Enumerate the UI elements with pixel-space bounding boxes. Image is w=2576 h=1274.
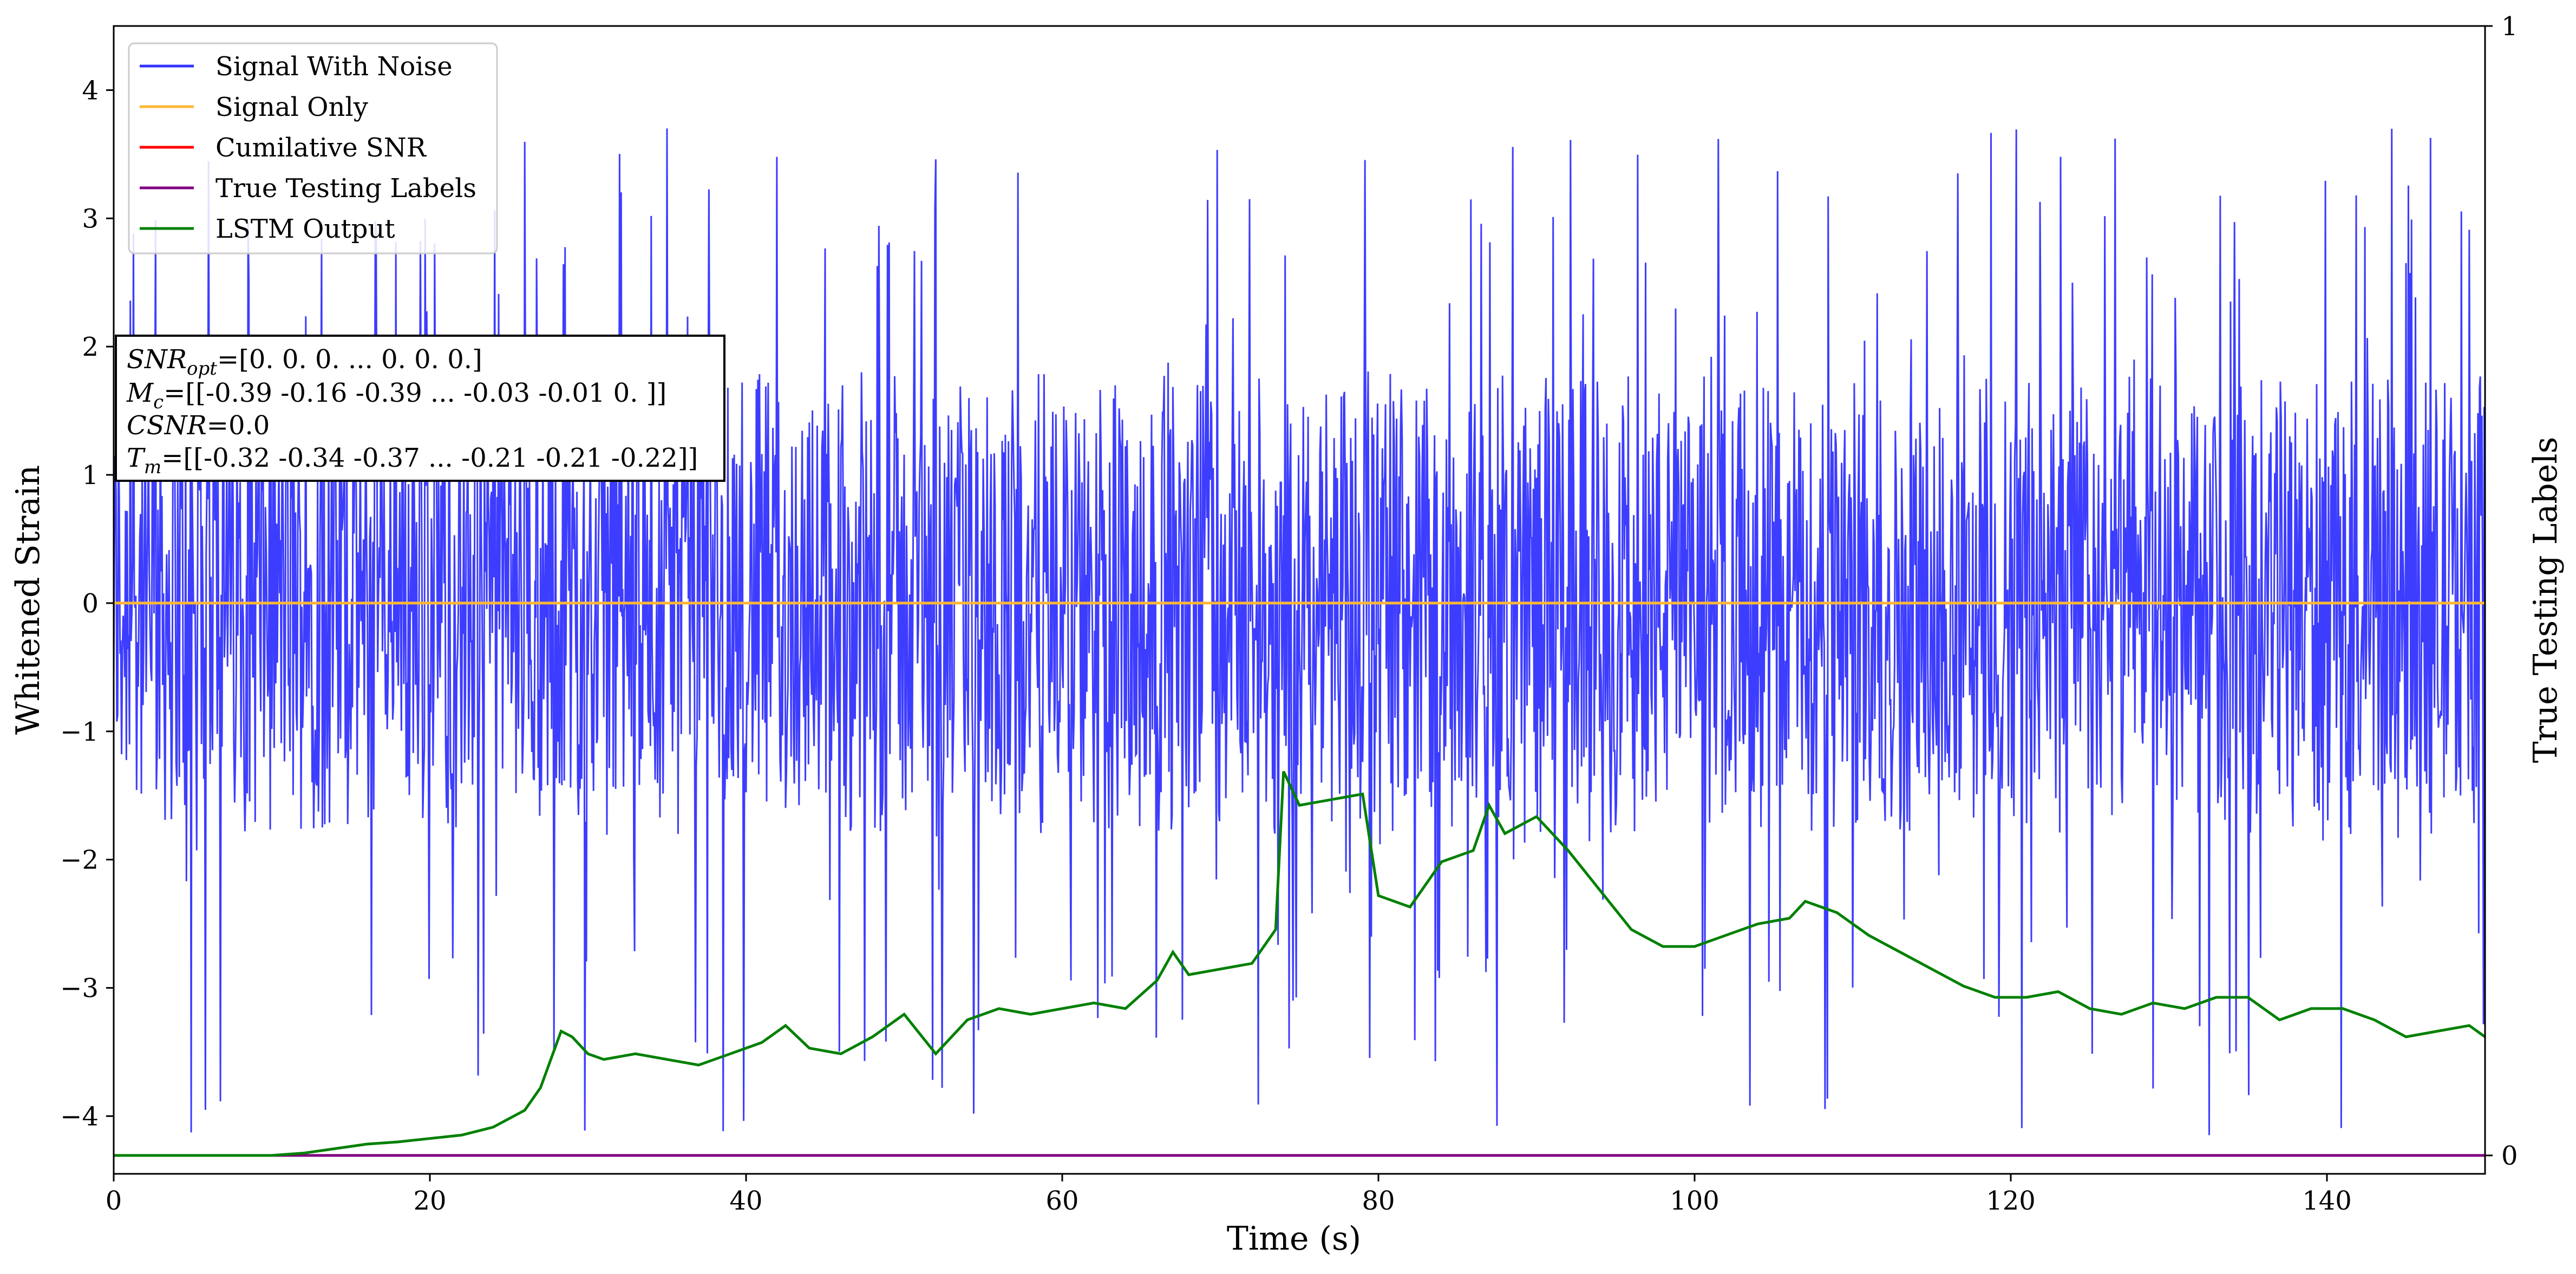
x-tick-label-80: 80 <box>1362 1186 1395 1216</box>
y-tick-label--2: −2 <box>60 845 99 876</box>
y2-tick-label-1: 1 <box>2501 11 2518 42</box>
annotation-snr: SNRopt=[0. 0. 0. ... 0. 0. 0.] <box>127 344 482 380</box>
annotation-mc-subscript: c <box>153 391 164 413</box>
y-tick-label--3: −3 <box>60 974 99 1004</box>
y2-tick-label-0: 0 <box>2501 1141 2518 1171</box>
x-tick-label-60: 60 <box>1045 1186 1078 1216</box>
annotation-tm-value: =[[-0.32 -0.34 -0.37 ... -0.21 -0.21 -0.… <box>161 443 698 473</box>
annotation-csnr-value: =0.0 <box>207 410 270 441</box>
annotation-csnr: CSNR=0.0 <box>127 410 270 441</box>
x-tick-label-100: 100 <box>1670 1186 1719 1216</box>
annotation-tm-symbol: T <box>127 443 146 473</box>
annotation-snr-subscript: opt <box>187 358 217 380</box>
y-tick-label-2: 2 <box>82 332 99 362</box>
legend-entries: Signal With Noise Signal Only Cumilative S… <box>140 51 476 244</box>
legend-true-testing-labels-label: True Testing Labels <box>215 173 476 204</box>
y-tick-label-3: 3 <box>82 204 99 234</box>
y-tick-label-1: 1 <box>82 460 99 491</box>
annotation-mc: Mc=[[-0.39 -0.16 -0.39 ... -0.03 -0.01 0… <box>126 378 666 413</box>
y-tick-label-4: 4 <box>82 75 99 106</box>
annotation-snr-symbol: SNR <box>127 344 187 375</box>
y-tick-label--1: −1 <box>60 717 99 747</box>
annotation-box: SNRopt=[0. 0. 0. ... 0. 0. 0.] Mc=[[-0.3… <box>115 335 725 482</box>
x-axis-title: Time (s) <box>1227 1220 1361 1258</box>
y-tick-label-0: 0 <box>82 589 99 619</box>
legend: Signal With Noise Signal Only Cumilative S… <box>128 42 498 254</box>
annotation-snr-value: =[0. 0. 0. ... 0. 0. 0.] <box>217 344 482 375</box>
legend-box <box>128 42 498 254</box>
series-lstm-output-line <box>114 770 2485 1157</box>
y-axis-title: Whitened Strain <box>9 465 47 735</box>
x-tick-label-140: 140 <box>2302 1186 2352 1216</box>
annotation-csnr-symbol: CSNR <box>127 410 207 441</box>
y-tick-label--4: −4 <box>60 1101 99 1132</box>
y2-axis-title: True Testing Labels <box>2527 437 2565 763</box>
legend-signal-only-label: Signal Only <box>215 92 368 122</box>
x-tick-label-40: 40 <box>729 1186 762 1216</box>
legend-cumilative-snr-label: Cumilative SNR <box>215 133 427 163</box>
annotation-tm-subscript: m <box>144 456 161 478</box>
x-tick-label-0: 0 <box>106 1186 122 1216</box>
annotation-frame <box>115 335 725 482</box>
legend-lstm-output-label: LSTM Output <box>215 214 395 244</box>
x-tick-label-20: 20 <box>413 1186 446 1216</box>
annotation-mc-symbol: M <box>126 378 154 408</box>
annotation-tm: Tm=[[-0.32 -0.34 -0.37 ... -0.21 -0.21 -… <box>127 443 698 478</box>
plot-frame <box>113 25 2486 1175</box>
legend-signal-with-noise-label: Signal With Noise <box>215 51 453 82</box>
x-tick-label-120: 120 <box>1986 1186 2036 1216</box>
annotation-mc-value: =[[-0.39 -0.16 -0.39 ... -0.03 -0.01 0. … <box>164 378 666 408</box>
